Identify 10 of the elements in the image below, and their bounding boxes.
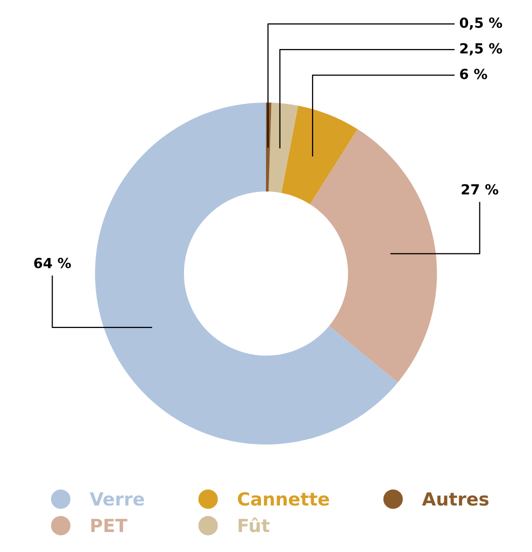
legend-label: Verre [90,492,144,506]
legend-label: Fût [238,518,270,532]
legend-label: PET [91,518,128,532]
data-label: 64 % [34,258,71,268]
legend-label: Cannette [238,492,330,506]
data-label: 27 % [462,184,498,195]
legend-label: Autres [422,492,488,506]
data-label: 0,5 % [460,17,502,30]
data-label: 2,5 % [460,43,502,56]
data-label: 6 % [460,68,488,80]
